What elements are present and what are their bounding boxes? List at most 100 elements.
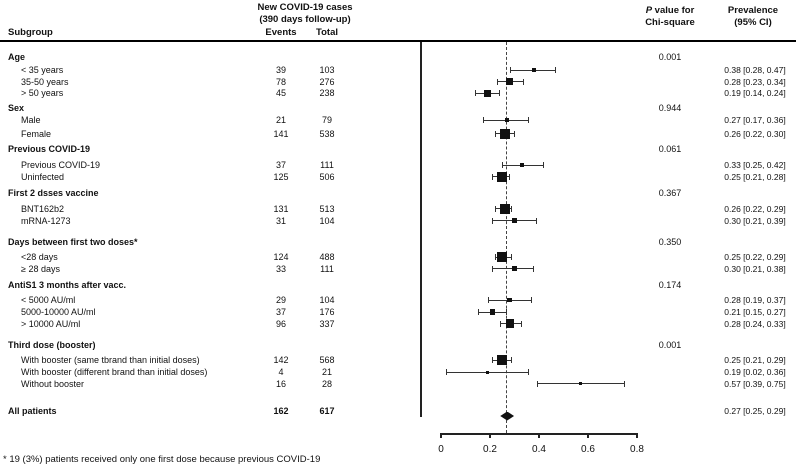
x-axis-tick-label: 0.2 xyxy=(483,444,497,455)
row-item-label: ≥ 28 days xyxy=(21,263,60,274)
pvalue-header-rest: value for xyxy=(652,5,695,16)
events-cell: 29 xyxy=(275,295,286,305)
ci-cap-right xyxy=(508,173,510,180)
x-axis-tick-label: 0.8 xyxy=(630,444,644,455)
events-cell: 16 xyxy=(275,378,286,389)
row-item-label: Male xyxy=(21,115,41,125)
pvalue-header-line1: P value for xyxy=(635,5,705,17)
prevalence-ci-cell: 0.28 [0.23, 0.34] xyxy=(724,76,786,87)
x-axis-tick xyxy=(636,433,638,438)
pvalue-cell: 0.944 xyxy=(658,102,682,113)
point-estimate-marker xyxy=(505,118,510,122)
row-group-label: Sex xyxy=(8,102,25,113)
ci-cap-left xyxy=(492,357,494,363)
ci-cap-right xyxy=(528,369,530,375)
ci-cap-right xyxy=(506,309,508,315)
prevalence-ci-cell: 0.57 [0.39, 0.75] xyxy=(724,378,786,389)
events-cell: 37 xyxy=(275,307,286,317)
total-cell: 488 xyxy=(319,252,335,262)
events-cell: 131 xyxy=(273,203,289,214)
row-item-label: <28 days xyxy=(21,252,58,262)
pvalue-header-line2: Chi-square xyxy=(645,17,695,28)
total-cell: 28 xyxy=(321,378,332,389)
prevalence-ci-cell: 0.19 [0.14, 0.24] xyxy=(724,88,786,99)
row-item-label: All patients xyxy=(8,406,57,416)
row-item-label: Uninfected xyxy=(21,171,65,182)
cases-header-line1: New COVID-19 cases xyxy=(257,2,353,13)
ci-cap-right xyxy=(498,90,500,97)
ci-cap-right xyxy=(533,265,535,272)
row-item-label: > 10000 AU/ml xyxy=(21,318,81,329)
row-item-label: Female xyxy=(21,128,52,139)
x-axis-tick-label: 0.4 xyxy=(532,444,546,455)
events-cell: 125 xyxy=(273,171,289,182)
ci-cap-right xyxy=(520,320,522,327)
row-item-label: With booster (different brand than initi… xyxy=(21,367,208,377)
pvalue-column-header: P value for Chi-square xyxy=(635,5,705,29)
ci-cap-right xyxy=(511,205,513,212)
total-cell: 104 xyxy=(319,215,335,226)
ci-cap-left xyxy=(477,309,479,315)
events-cell: 39 xyxy=(275,65,286,75)
footnote: * 19 (3%) patients received only one fir… xyxy=(3,454,321,465)
cases-header-line2: (390 days follow-up) xyxy=(259,14,351,25)
ci-cap-right xyxy=(623,380,625,387)
total-cell: 538 xyxy=(319,128,335,139)
row-item-label: With booster (same tbrand than initial d… xyxy=(21,355,200,365)
total-cell: 176 xyxy=(319,307,335,317)
row-item-label: Without booster xyxy=(21,378,85,389)
x-axis-tick xyxy=(587,433,589,438)
events-cell: 4 xyxy=(278,367,284,377)
ci-cap-left xyxy=(492,217,494,224)
events-cell: 37 xyxy=(275,160,286,170)
total-cell: 111 xyxy=(320,160,334,170)
x-axis-tick-label: 0.6 xyxy=(581,444,595,455)
total-cell: 111 xyxy=(320,263,334,274)
header-divider-rule xyxy=(0,40,796,42)
total-cell: 337 xyxy=(319,318,335,329)
ci-cap-left xyxy=(492,265,494,272)
total-cell: 238 xyxy=(319,88,335,99)
total-cell: 104 xyxy=(319,295,335,305)
events-column-header: Events xyxy=(265,27,297,38)
ci-cap-left xyxy=(499,320,501,327)
prevalence-ci-cell: 0.28 [0.24, 0.33] xyxy=(724,318,786,329)
ci-cap-left xyxy=(492,173,494,180)
row-group-label: Days between first two doses* xyxy=(8,237,138,247)
cases-column-header: New COVID-19 cases (390 days follow-up) xyxy=(235,2,375,26)
point-estimate-marker xyxy=(506,78,514,86)
total-cell: 617 xyxy=(319,406,335,416)
point-estimate-marker xyxy=(579,382,583,385)
point-estimate-marker xyxy=(497,252,508,262)
ci-cap-left xyxy=(494,254,496,260)
summary-diamond xyxy=(500,411,515,421)
prevalence-header-line2: (95% CI) xyxy=(734,17,772,28)
events-cell: 45 xyxy=(275,88,286,99)
prevalence-ci-cell: 0.25 [0.21, 0.28] xyxy=(724,171,786,182)
ci-cap-right xyxy=(535,217,537,224)
total-column-header: Total xyxy=(316,27,338,38)
events-cell: 141 xyxy=(273,128,289,139)
row-item-label: 35-50 years xyxy=(21,76,69,87)
pvalue-cell: 0.001 xyxy=(658,51,682,62)
x-axis-tick-label: 0 xyxy=(438,444,444,455)
x-axis-tick xyxy=(440,433,442,438)
row-group-label: Age xyxy=(8,51,26,62)
events-cell: 21 xyxy=(275,115,286,125)
prevalence-ci-cell: 0.38 [0.28, 0.47] xyxy=(724,65,786,75)
events-cell: 78 xyxy=(275,76,286,87)
pvalue-header-italic-p: P xyxy=(645,5,653,16)
ci-cap-left xyxy=(509,67,511,73)
ci-cap-left xyxy=(445,369,447,375)
point-estimate-marker xyxy=(512,266,517,271)
prevalence-ci-cell: 0.28 [0.19, 0.37] xyxy=(724,295,786,305)
x-axis-tick xyxy=(489,433,491,438)
x-axis-tick xyxy=(538,433,540,438)
row-item-label: < 35 years xyxy=(21,65,64,75)
prevalence-ci-cell: 0.21 [0.15, 0.27] xyxy=(724,307,786,317)
point-estimate-marker xyxy=(497,355,508,365)
ci-cap-right xyxy=(555,67,557,73)
pvalue-cell: 0.367 xyxy=(658,188,682,198)
reference-dashed-line xyxy=(506,42,507,433)
